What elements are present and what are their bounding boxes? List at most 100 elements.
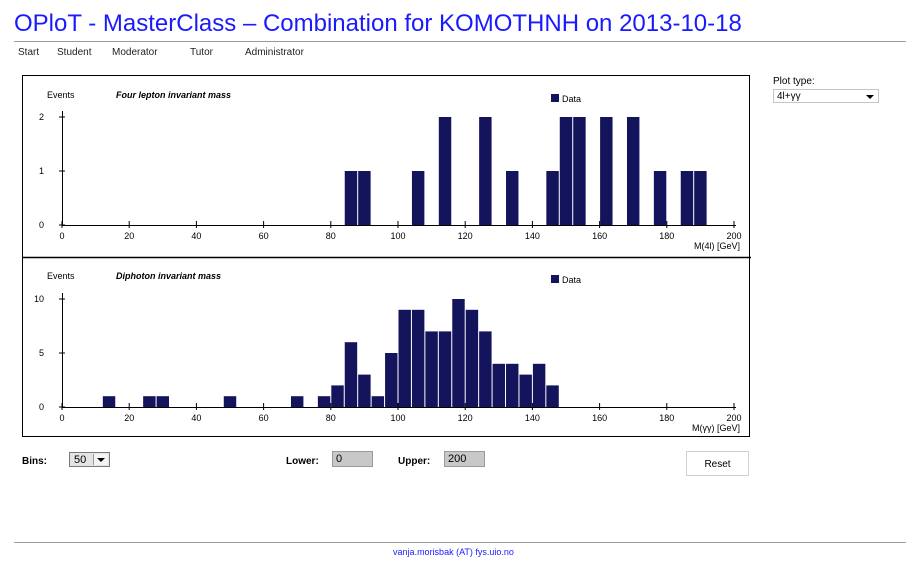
y-tick-label: 2 <box>39 112 44 122</box>
nav-moderator[interactable]: Moderator <box>112 47 158 58</box>
histogram-bar <box>438 117 452 225</box>
chevron-down-icon <box>97 458 105 462</box>
x-tick-label: 60 <box>259 413 269 423</box>
histogram-bar <box>600 117 613 225</box>
x-tick-label: 80 <box>326 413 336 423</box>
histogram-bar <box>411 309 425 407</box>
histogram-bar <box>290 396 304 407</box>
nav-administrator[interactable]: Administrator <box>245 47 304 58</box>
x-tick-label: 0 <box>59 413 64 423</box>
histogram-bar <box>331 385 344 407</box>
chart-title: Four lepton invariant mass <box>116 90 231 100</box>
x-tick-label: 200 <box>726 231 741 241</box>
histogram-bar <box>156 396 170 407</box>
footer-divider <box>14 542 906 543</box>
x-tick-label: 120 <box>458 231 473 241</box>
histogram-bar <box>452 299 465 407</box>
plot-type-value: 4l+γγ <box>777 91 801 102</box>
x-tick-label: 120 <box>458 413 473 423</box>
histogram-bar <box>317 396 331 407</box>
histogram-bar <box>492 363 506 407</box>
x-tick-label: 200 <box>726 413 741 423</box>
legend-swatch <box>551 94 559 102</box>
nav-student[interactable]: Student <box>57 47 92 58</box>
x-tick-label: 180 <box>659 231 674 241</box>
x-axis-label: M(γγ) [GeV] <box>692 423 740 433</box>
histogram-bar <box>344 171 358 225</box>
plot-type-label: Plot type: <box>773 76 815 87</box>
y-tick-label: 5 <box>39 348 44 358</box>
nav-tutor[interactable]: Tutor <box>190 47 213 58</box>
histogram-bar <box>398 309 411 407</box>
histogram-bar <box>694 171 707 225</box>
histogram-bar <box>143 396 156 407</box>
x-tick-label: 20 <box>124 231 134 241</box>
bins-value: 50 <box>74 454 87 466</box>
upper-input[interactable] <box>444 451 485 467</box>
y-tick-label: 0 <box>39 402 44 412</box>
x-tick-label: 60 <box>259 231 269 241</box>
x-tick-label: 0 <box>59 231 64 241</box>
x-axis-label: M(4l) [GeV] <box>694 241 740 251</box>
y-tick-label: 10 <box>34 294 44 304</box>
histogram-bar <box>358 171 371 225</box>
histogram-bar <box>546 171 559 225</box>
bins-label: Bins: <box>22 456 47 467</box>
histogram-bar <box>438 331 452 407</box>
upper-label: Upper: <box>398 456 431 467</box>
histogram-bar <box>425 331 438 407</box>
x-tick-label: 140 <box>525 413 540 423</box>
histogram-bar <box>344 342 358 407</box>
legend-swatch <box>551 275 559 283</box>
histogram-bar <box>411 171 425 225</box>
histogram-panel: 0 20 40 60 80 100 120 140 160 180 200 0 1 2 Events Four… <box>22 75 751 437</box>
x-tick-label: 80 <box>326 231 336 241</box>
histogram-bar <box>102 396 116 407</box>
histogram-bar <box>546 385 559 407</box>
histogram-bar <box>506 171 519 225</box>
x-tick-label: 140 <box>525 231 540 241</box>
histogram-bar <box>519 374 532 407</box>
x-tick-label: 160 <box>592 231 607 241</box>
x-tick-label: 100 <box>390 413 405 423</box>
histogram-bar <box>479 331 492 407</box>
chart-title: Diphoton invariant mass <box>116 271 221 281</box>
histogram-bar <box>479 117 492 225</box>
y-tick-label: 0 <box>39 220 44 230</box>
histogram-bar <box>573 117 586 225</box>
histogram-bar <box>358 374 371 407</box>
y-axis-label: Events <box>47 90 75 100</box>
histogram-bar <box>385 353 398 407</box>
header-divider <box>14 41 906 42</box>
x-tick-label: 160 <box>592 413 607 423</box>
lower-label: Lower: <box>286 456 319 467</box>
nav-start[interactable]: Start <box>18 47 40 58</box>
x-tick-label: 40 <box>191 231 201 241</box>
y-axis-label: Events <box>47 271 75 281</box>
chevron-down-icon <box>866 95 874 99</box>
x-tick-label: 180 <box>659 413 674 423</box>
histogram-bar <box>559 117 573 225</box>
histogram-bar <box>532 363 546 407</box>
lower-input[interactable] <box>332 451 373 467</box>
x-tick-label: 20 <box>124 413 134 423</box>
page-title: OPloT - MasterClass – Combination for KO… <box>14 10 742 37</box>
bins-dropdown-button[interactable] <box>93 454 108 465</box>
histogram-bar <box>506 363 519 407</box>
y-tick-label: 1 <box>39 166 44 176</box>
bins-select[interactable]: 50 <box>69 452 110 467</box>
x-tick-label: 40 <box>191 413 201 423</box>
x-tick-label: 100 <box>390 231 405 241</box>
legend-label: Data <box>562 275 581 285</box>
histogram-bar <box>626 117 640 225</box>
histogram-bar <box>680 171 694 225</box>
histogram-bar <box>653 171 667 225</box>
footer-contact[interactable]: vanja.morisbak (AT) fys.uio.no <box>393 547 514 557</box>
histogram-bar <box>371 396 385 407</box>
legend-label: Data <box>562 94 581 104</box>
reset-button[interactable]: Reset <box>686 451 749 476</box>
plot-type-select[interactable]: 4l+γγ <box>773 89 879 103</box>
histogram-bar <box>223 396 237 407</box>
histogram-bar <box>465 309 479 407</box>
